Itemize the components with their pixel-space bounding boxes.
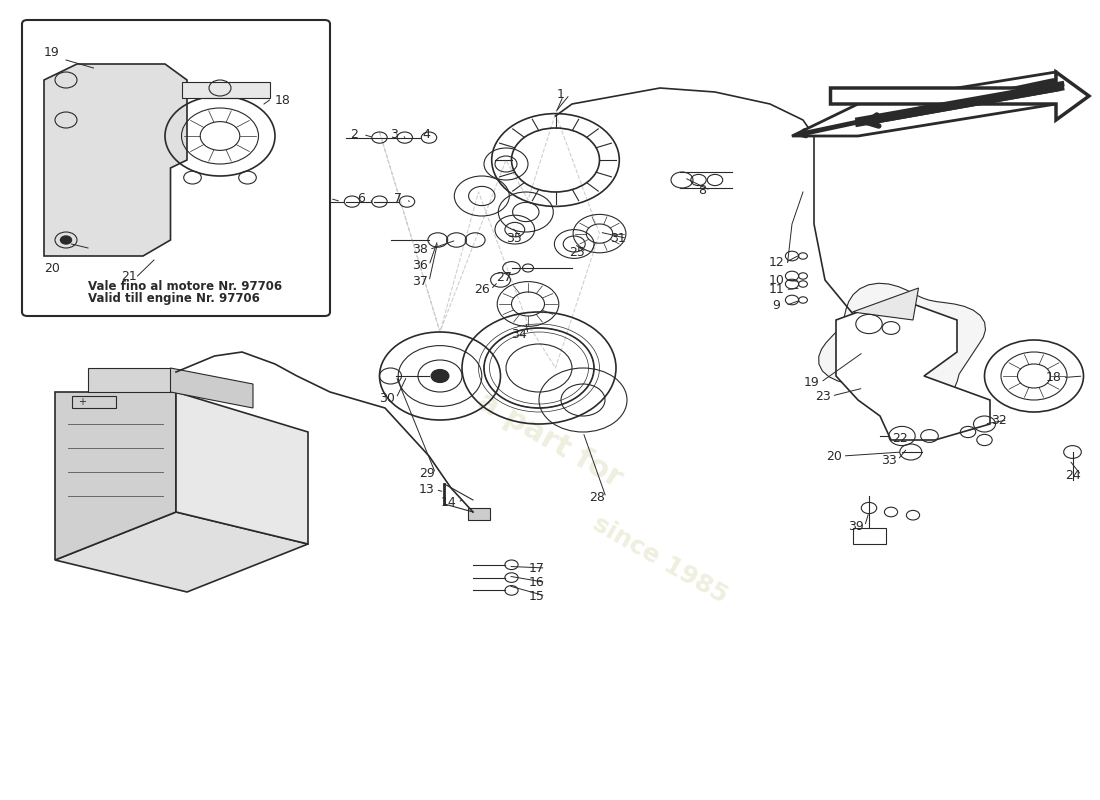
Text: 7: 7 — [394, 192, 403, 205]
Polygon shape — [44, 64, 187, 256]
Polygon shape — [836, 304, 990, 440]
Text: 20: 20 — [826, 450, 842, 462]
Text: 6: 6 — [356, 192, 365, 205]
Text: 33: 33 — [881, 454, 896, 466]
Text: 38: 38 — [412, 243, 428, 256]
Text: 25: 25 — [570, 246, 585, 258]
Text: 4: 4 — [422, 128, 431, 141]
Text: 29: 29 — [419, 467, 435, 480]
Bar — [72, 396, 116, 408]
Text: 37: 37 — [412, 275, 428, 288]
Text: 32: 32 — [991, 414, 1006, 426]
Text: 14: 14 — [441, 496, 456, 509]
Text: 15: 15 — [529, 590, 544, 602]
Text: 11: 11 — [769, 283, 784, 296]
Text: 22: 22 — [892, 432, 907, 445]
Text: 5: 5 — [317, 192, 326, 205]
Text: 21: 21 — [121, 270, 136, 283]
Text: 26: 26 — [474, 283, 490, 296]
Bar — [852, 528, 886, 544]
FancyBboxPatch shape — [22, 20, 330, 316]
Polygon shape — [830, 72, 1089, 120]
Text: 12: 12 — [769, 256, 784, 269]
Text: 39: 39 — [848, 520, 864, 533]
Text: 9: 9 — [772, 299, 781, 312]
Polygon shape — [88, 368, 170, 392]
Polygon shape — [818, 283, 986, 405]
Text: 18: 18 — [1046, 371, 1062, 384]
Text: 10: 10 — [769, 274, 784, 286]
Text: 19: 19 — [44, 46, 59, 59]
Text: 17: 17 — [529, 562, 544, 574]
Text: 24: 24 — [1065, 469, 1080, 482]
Text: since 1985: since 1985 — [588, 512, 732, 608]
Text: 1: 1 — [557, 88, 565, 101]
Text: 30: 30 — [379, 392, 395, 405]
Polygon shape — [176, 392, 308, 544]
Text: 2: 2 — [350, 128, 359, 141]
Text: 27: 27 — [496, 271, 512, 284]
Text: 35: 35 — [506, 232, 521, 245]
Bar — [182, 82, 270, 98]
Polygon shape — [55, 512, 308, 592]
Text: 13: 13 — [419, 483, 435, 496]
Polygon shape — [792, 72, 1056, 136]
Polygon shape — [55, 392, 176, 560]
Text: 34: 34 — [512, 328, 527, 341]
Text: 3: 3 — [389, 128, 398, 141]
Text: 19: 19 — [804, 376, 820, 389]
Text: 20: 20 — [44, 262, 59, 275]
Text: 18: 18 — [275, 94, 290, 107]
Polygon shape — [170, 368, 253, 408]
Text: 31: 31 — [610, 232, 626, 245]
Text: 36: 36 — [412, 259, 428, 272]
Bar — [468, 508, 490, 520]
Text: +: + — [78, 397, 87, 406]
Text: Valid till engine Nr. 97706: Valid till engine Nr. 97706 — [88, 292, 260, 306]
Circle shape — [60, 236, 72, 244]
Text: 23: 23 — [815, 390, 830, 402]
Text: a part for: a part for — [472, 386, 628, 494]
Polygon shape — [852, 288, 918, 320]
Text: 16: 16 — [529, 576, 544, 589]
Circle shape — [431, 370, 449, 382]
Text: 28: 28 — [590, 491, 605, 504]
Text: Vale fino al motore Nr. 97706: Vale fino al motore Nr. 97706 — [88, 279, 282, 293]
Text: 8: 8 — [697, 184, 706, 197]
